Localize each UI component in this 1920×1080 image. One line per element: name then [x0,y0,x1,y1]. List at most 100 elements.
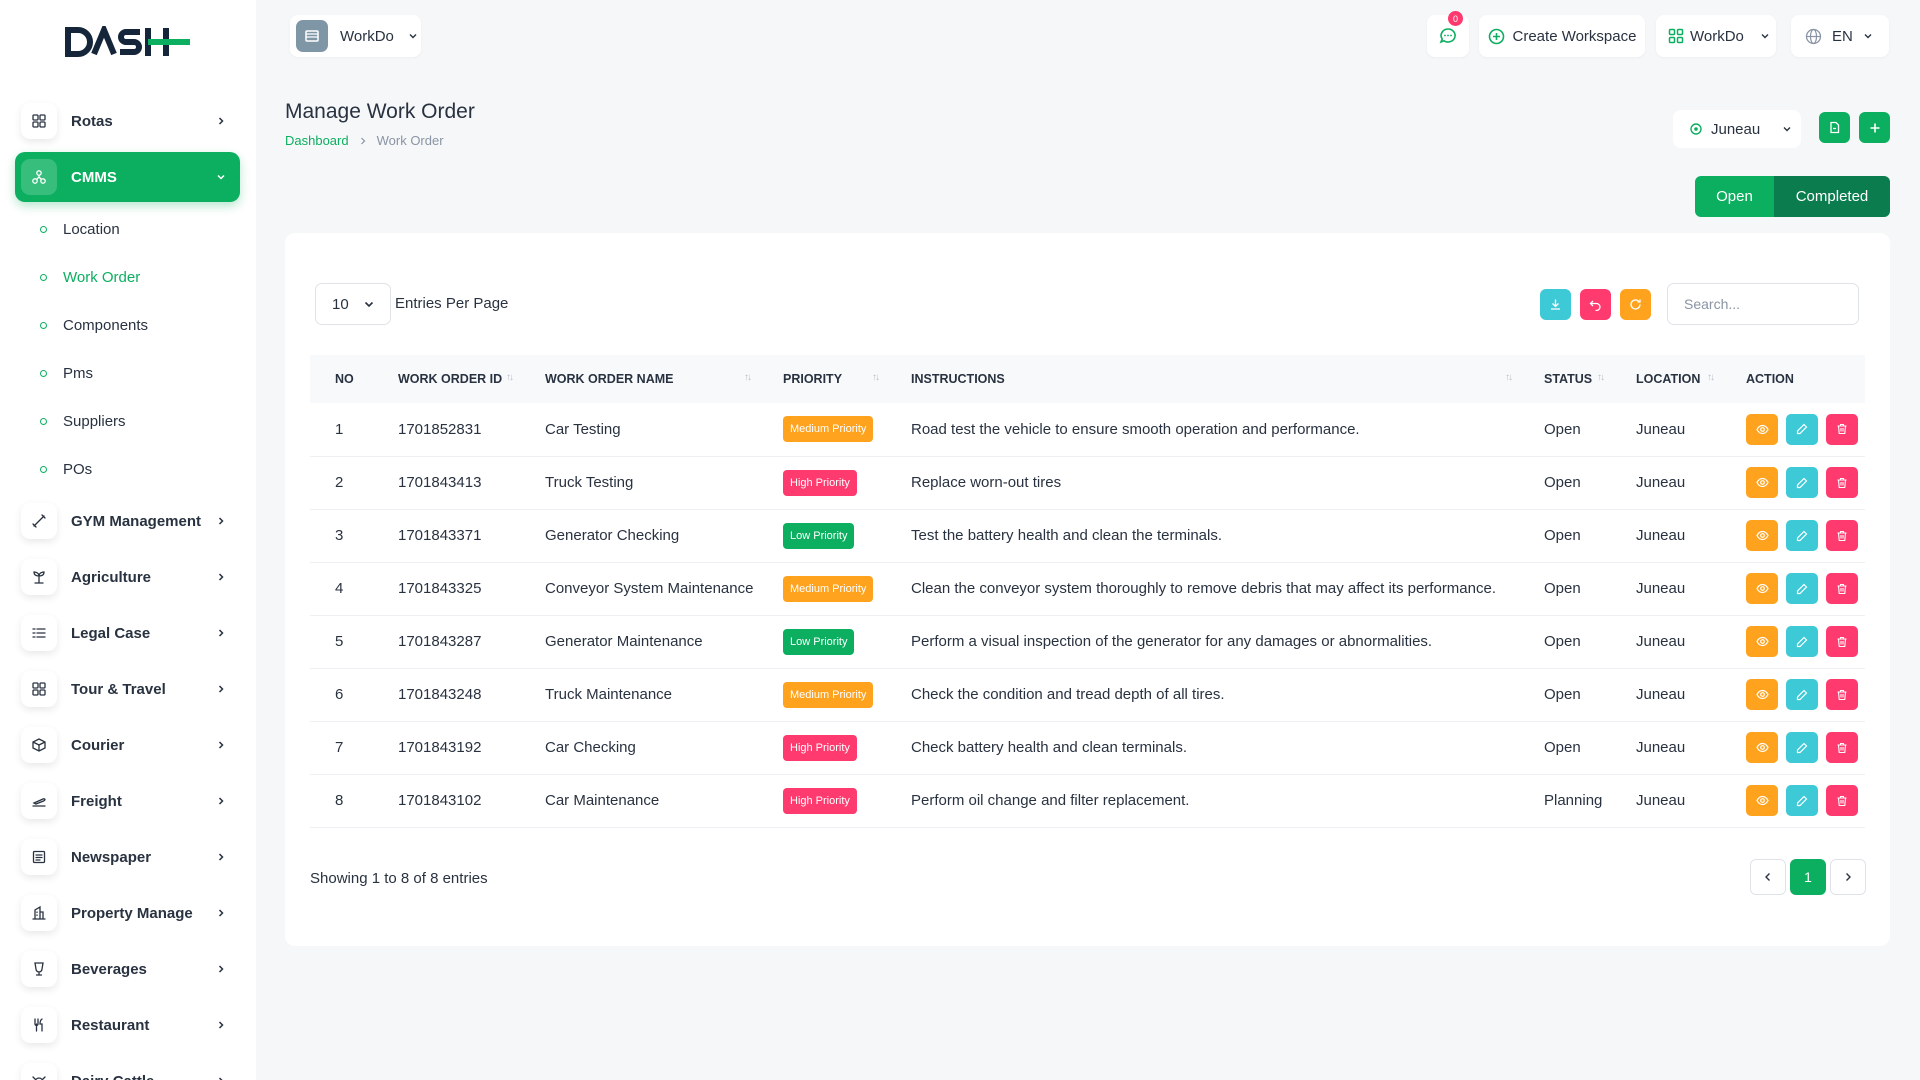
sidebar-item-dairy-cattle[interactable]: Dairy Cattle [15,1056,240,1080]
sidebar-subitem-suppliers[interactable]: Suppliers [40,409,126,433]
table-row: 5 1701843287 Generator Maintenance Low Prio… [310,615,1865,668]
col-work-order-name[interactable]: WORK ORDER NAME ↑↓ [520,355,758,403]
entries-per-page-select[interactable]: 10 [315,283,391,325]
edit-button[interactable] [1786,785,1818,816]
sidebar-subitem-pos[interactable]: POs [40,457,92,481]
view-button[interactable] [1746,679,1778,710]
sort-icon: ↑↓ [872,372,880,383]
create-workspace-button[interactable]: Create Workspace [1479,15,1645,57]
view-button[interactable] [1746,467,1778,498]
view-button[interactable] [1746,732,1778,763]
add-work-order-button[interactable] [1859,112,1890,143]
delete-button[interactable] [1826,413,1858,445]
edit-button[interactable] [1786,732,1818,763]
edit-button[interactable] [1786,626,1818,657]
sidebar-item-icon [21,103,57,139]
cell-action [1721,615,1865,668]
tab-completed[interactable]: Completed [1774,176,1890,217]
sidebar-item-gym-management[interactable]: GYM Management [15,496,240,546]
col-no[interactable]: NO [335,372,354,386]
col-work-order-id[interactable]: WORK ORDER ID ↑↓ [373,355,520,403]
sidebar-item-tour-travel[interactable]: Tour & Travel [15,664,240,714]
grid-icon [32,114,46,128]
import-button[interactable] [1819,112,1850,143]
cell-work-order-id: 1701843102 [398,792,482,809]
sidebar-item-beverages[interactable]: Beverages [15,944,240,994]
page-title: Manage Work Order [285,100,475,123]
view-button[interactable] [1746,520,1778,551]
reset-button[interactable] [1580,289,1611,320]
edit-button[interactable] [1786,573,1818,604]
dash-logo[interactable] [64,26,190,58]
view-button[interactable] [1746,626,1778,657]
priority-badge: Medium Priority [783,416,874,443]
sidebar-subitem-location[interactable]: Location [40,217,120,241]
cell-instructions: Road test the vehicle to ensure smooth o… [911,420,1360,438]
pencil-icon [1796,583,1808,594]
sidebar-item-icon [21,727,57,763]
delete-button[interactable] [1826,679,1858,710]
sidebar-item-courier[interactable]: Courier [15,720,240,770]
delete-button[interactable] [1826,785,1858,816]
cell-status: Open [1544,739,1581,756]
sidebar-item-newspaper[interactable]: Newspaper [15,832,240,882]
edit-button[interactable] [1786,520,1818,551]
table-row: 7 1701843192 Car Checking High Priority Chec… [310,721,1865,774]
eye-icon [1755,636,1769,647]
sidebar-subitem-pms[interactable]: Pms [40,361,93,385]
messages-button[interactable]: 0 [1427,11,1469,57]
delete-button[interactable] [1826,520,1858,551]
workdo-menu[interactable]: WorkDo [1656,15,1776,57]
next-page-button[interactable] [1830,859,1866,895]
col-location[interactable]: LOCATION ↑↓ [1611,355,1721,403]
delete-button[interactable] [1826,626,1858,657]
view-button[interactable] [1746,785,1778,816]
cell-no: 5 [335,633,344,650]
cell-action [1721,668,1865,721]
sidebar-item-rotas[interactable]: Rotas [15,96,240,146]
location-filter[interactable]: Juneau [1673,110,1801,148]
sidebar-item-cmms[interactable]: CMMS [15,152,240,202]
prev-page-button[interactable] [1750,859,1786,895]
sidebar-item-legal-case[interactable]: Legal Case [15,608,240,658]
sidebar-item-freight[interactable]: Freight [15,776,240,826]
cell-status: Open [1544,580,1581,597]
location-pin-icon [1690,123,1702,135]
bullet-icon [40,273,47,281]
edit-button[interactable] [1786,467,1818,498]
col-status[interactable]: STATUS ↑↓ [1519,355,1611,403]
refresh-button[interactable] [1620,289,1651,320]
priority-badge: Low Priority [783,628,855,655]
sidebar-item-property-manage[interactable]: Property Manage [15,888,240,938]
view-button[interactable] [1746,413,1778,445]
col-instructions[interactable]: INSTRUCTIONS ↑↓ [886,355,1519,403]
edit-button[interactable] [1786,413,1818,445]
delete-button[interactable] [1826,573,1858,604]
delete-button[interactable] [1826,732,1858,763]
page-button-1[interactable]: 1 [1790,859,1826,895]
edit-button[interactable] [1786,679,1818,710]
language-selector[interactable]: EN [1791,15,1889,57]
sidebar-item-restaurant[interactable]: Restaurant [15,1000,240,1050]
workspace-name: WorkDo [340,27,394,45]
search-input[interactable] [1667,283,1859,325]
sidebar-item-label: Dairy Cattle [71,1073,216,1080]
sidebar-subitem-work-order[interactable]: Work Order [40,265,140,289]
breadcrumb-dashboard-link[interactable]: Dashboard [285,133,349,148]
chevron-down-icon [1761,34,1769,39]
entries-per-page-label: Entries Per Page [395,295,509,312]
cell-location: Juneau [1636,739,1686,756]
network-icon [32,170,46,184]
sidebar-subitem-components[interactable]: Components [40,313,148,337]
workspace-switcher[interactable]: WorkDo [290,15,421,57]
col-priority[interactable]: PRIORITY ↑↓ [758,355,886,403]
export-button[interactable] [1540,289,1571,320]
chevron-right-icon [218,573,224,581]
view-button[interactable] [1746,573,1778,604]
delete-button[interactable] [1826,467,1858,498]
sidebar-subitem-label: Work Order [63,268,141,286]
tab-open[interactable]: Open [1695,176,1774,217]
sidebar-item-agriculture[interactable]: Agriculture [15,552,240,602]
pencil-icon [1796,795,1808,806]
cell-work-order-name: Car Testing [545,420,621,438]
